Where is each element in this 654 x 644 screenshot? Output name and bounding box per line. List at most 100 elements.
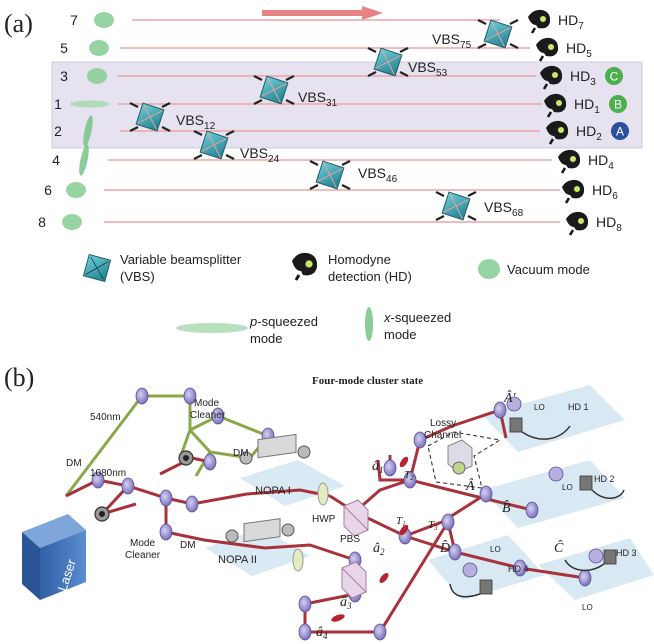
mirror: [159, 489, 173, 507]
vbs-cube: [253, 75, 295, 105]
label-a4: â4: [316, 625, 328, 641]
hd-label: HD3: [570, 68, 596, 88]
node-marker: [605, 67, 623, 85]
beam-lines: [104, 19, 560, 223]
hd-label: HD8: [596, 214, 622, 234]
vbs-cube: [193, 130, 235, 160]
label-lossy-2: Channel: [424, 430, 461, 441]
direction-arrow: [262, 6, 383, 20]
mirror: [91, 471, 105, 489]
mirror: [135, 387, 149, 405]
x-squeezed-mode: [79, 144, 89, 176]
node-marker-label: A: [616, 125, 624, 139]
legend-p-squeezed-line2: mode: [250, 331, 283, 346]
vbs-label: VBS68: [484, 199, 524, 219]
legend-p-squeezed: p-squeezed: [249, 314, 318, 329]
vacuum-mode: [87, 68, 107, 84]
legend-x-squeezed-icon: [365, 307, 373, 341]
hd-detector-icon: [544, 93, 567, 118]
label-mode-cleaner-bot-1: Mode: [130, 538, 155, 549]
label-lo-3: LO: [582, 603, 593, 612]
panel-b-title: Four-mode cluster state: [312, 375, 423, 387]
legend-x-squeezed: x-squeezed: [383, 310, 451, 325]
label-a1: â1: [372, 459, 384, 475]
label-dm-3: DM: [180, 540, 196, 551]
label-dm-1: DM: [66, 458, 82, 469]
legend-hd-icon: [292, 252, 318, 281]
vbs-label: VBS75: [432, 31, 472, 51]
label-a3: â3: [340, 595, 352, 611]
hd-detector-icon: [546, 120, 569, 145]
panel-a-label: (a): [4, 9, 33, 38]
legend-p-squeezed-icon: [176, 323, 248, 333]
label-mode-cleaner-top-2: Cleaner: [190, 410, 226, 421]
hd-beamsplitter: [548, 466, 564, 482]
label-b-hat: B̂: [502, 500, 511, 516]
hwp-2: [292, 548, 304, 572]
label-d-hat: D̂: [439, 540, 450, 556]
hd-beamsplitter: [462, 562, 478, 578]
hd-detector-icon: [536, 37, 559, 62]
mode-number: 5: [60, 40, 68, 56]
legend: Variable beamsplitter (VBS) Homodyne det…: [82, 252, 590, 346]
legend-vbs-line2: (VBS): [120, 269, 155, 284]
pbs-1: [343, 499, 369, 537]
vbs-label: VBS53: [408, 59, 448, 79]
hd-detector-icon: [566, 211, 589, 236]
label-dm-2: DM: [233, 448, 249, 459]
hd-label: HD7: [558, 12, 584, 32]
panel-b-labels: 540nm 1080nm Mode Cleaner Mode Cleaner D…: [66, 398, 637, 612]
mode-number: 6: [44, 182, 52, 198]
hd-label: HD2: [576, 123, 602, 143]
hd-loops: [449, 425, 625, 598]
legend-vbs-line1: Variable beamsplitter: [120, 252, 242, 267]
label-a-prime: Â′: [503, 389, 517, 406]
x-squeezed-mode: [83, 115, 93, 147]
hd-detector-icon: [558, 149, 581, 174]
mode-number: 8: [38, 214, 46, 230]
label-540nm: 540nm: [90, 412, 121, 423]
vacuum-mode: [94, 12, 114, 28]
vbs-group: VBS75 VBS53 VBS31 VBS12 VBS24 VBS46 VBS68: [129, 19, 524, 221]
label-t1: T1: [396, 515, 406, 528]
vacuum-mode: [66, 182, 86, 198]
legend-vacuum: Vacuum mode: [507, 262, 590, 277]
mirror: [413, 431, 427, 449]
hd-beamsplitter: [506, 396, 522, 412]
vbs-cube: [477, 19, 519, 49]
vbs-cube: [309, 160, 351, 190]
node-marker-label: B: [614, 98, 622, 112]
label-t3: T3: [428, 519, 438, 532]
vbs-cube: [129, 102, 171, 132]
label-a2: â2: [373, 541, 385, 557]
mirror: [493, 401, 507, 419]
legend-vbs-icon: [82, 253, 112, 283]
panel-b-math: â1 â2 â3 â4 T1 T2 T3 Â′ Â B̂ Ĉ D̂: [316, 389, 564, 641]
label-a-hat: Â: [465, 477, 475, 494]
vbs-cube: [367, 47, 409, 77]
hd-beamsplitter: [588, 548, 604, 564]
mirror: [441, 513, 455, 531]
squeezed-beam-markers: [331, 456, 409, 622]
mirror: [373, 623, 387, 641]
legend-hd-line1: Homodyne: [328, 252, 391, 267]
vbs-label: VBS12: [176, 112, 216, 132]
hd-label: HD1: [574, 96, 600, 116]
panel-b-label: (b): [4, 363, 34, 392]
mirror: [298, 595, 312, 613]
mirror: [203, 453, 217, 471]
pbs-2: [341, 561, 367, 599]
mirror: [183, 387, 197, 405]
label-1080nm: 1080nm: [90, 468, 126, 479]
label-lo-2: LO: [562, 483, 573, 492]
nopa-1: [239, 433, 311, 465]
mirror: [448, 543, 462, 561]
mirror: [513, 559, 527, 577]
lossy-channel: [427, 431, 502, 489]
hd-detector-icon: [562, 179, 585, 204]
label-hwp: HWP: [312, 514, 336, 525]
vbs-label: VBS24: [240, 145, 280, 165]
mode-number: 3: [60, 68, 68, 84]
nopa-2: [225, 518, 295, 543]
